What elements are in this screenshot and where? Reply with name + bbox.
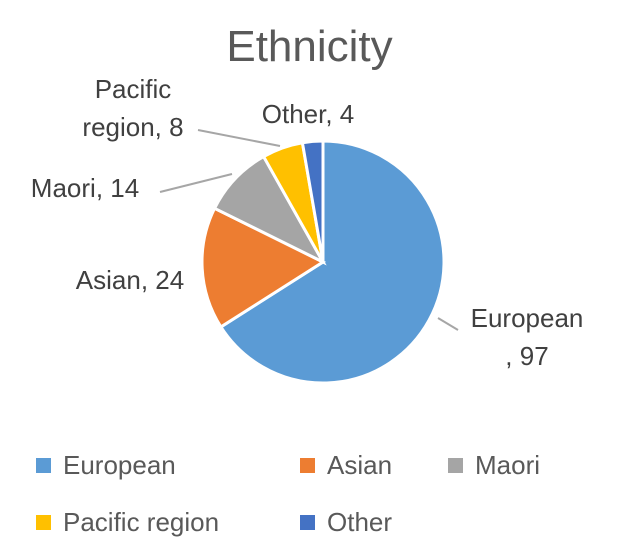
legend-swatch [448, 458, 463, 473]
pie-slice [300, 139, 325, 263]
legend-entry: European [36, 450, 176, 481]
data-label: Pacific region, 8 [82, 74, 184, 142]
chart-title: Ethnicity [226, 22, 393, 71]
legend-label: Maori [475, 450, 541, 480]
leader-line [437, 317, 459, 331]
data-label: European , 97 [470, 303, 584, 371]
legend-entry: Pacific region [36, 507, 219, 538]
pie-slice [218, 139, 446, 385]
legend-swatch [300, 515, 315, 530]
leader-line [159, 173, 233, 193]
legend-swatch [36, 458, 51, 473]
legend-entry: Maori [448, 450, 540, 481]
legend-entry: Asian [300, 450, 392, 481]
data-label: Maori, 14 [30, 173, 140, 203]
legend-swatch [300, 458, 315, 473]
pie-slice [200, 206, 327, 329]
legend-entry: Other [300, 507, 392, 538]
legend-label: Other [327, 507, 393, 537]
data-label: Other, 4 [261, 99, 355, 129]
legend-label: Asian [327, 450, 393, 480]
data-label: Asian, 24 [75, 265, 185, 295]
legend-label: Pacific region [63, 507, 220, 537]
leader-line [197, 129, 281, 147]
legend-swatch [36, 515, 51, 530]
legend-label: European [63, 450, 176, 480]
